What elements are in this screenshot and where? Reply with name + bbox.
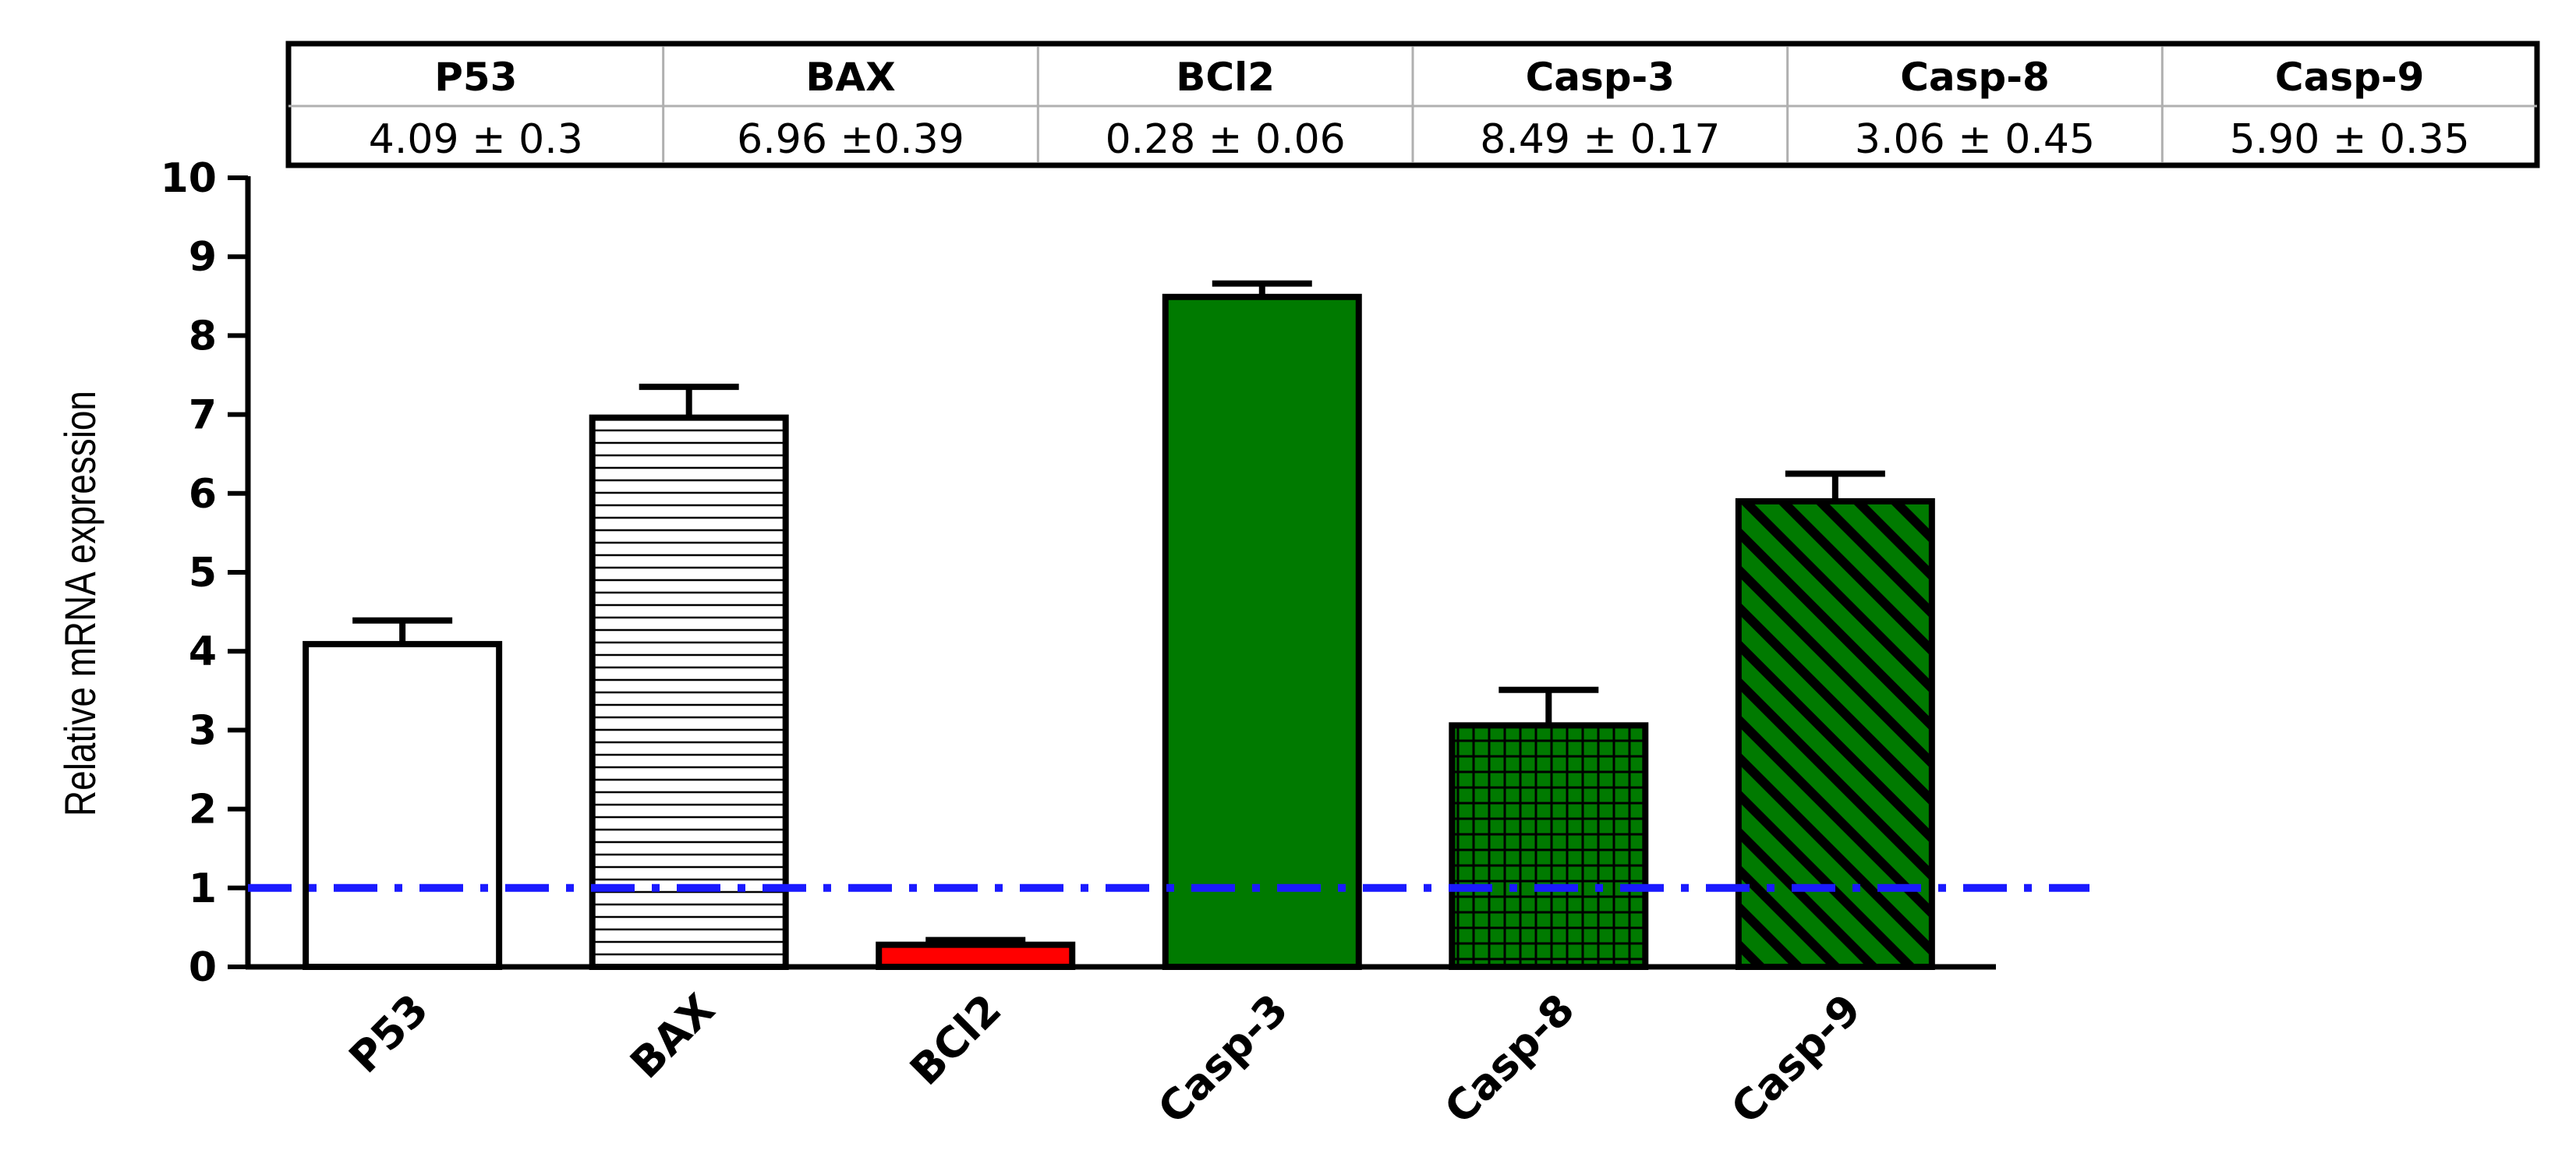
x-category-label: P53	[340, 985, 438, 1083]
bar-casp-9	[1735, 497, 1935, 970]
table-value-cell: 8.49 ± 0.17	[1480, 116, 1720, 163]
table-value-cell: 6.96 ±0.39	[737, 116, 964, 163]
y-tick-label: 10	[161, 155, 217, 202]
table-header-cell: Casp-8	[1900, 55, 2050, 100]
y-tick-label: 3	[189, 707, 217, 754]
bar-casp-8	[1449, 722, 1649, 970]
x-category-label: BAX	[621, 985, 724, 1089]
summary-table: P53 BAX BCl2 Casp-3 Casp-8 Casp-9 4.09 ± 0.3 6.…	[285, 41, 2540, 168]
table-header-cell: Casp-3	[1526, 55, 1675, 100]
table-value-cell: 5.90 ± 0.35	[2230, 116, 2470, 163]
bar-p53	[303, 641, 503, 970]
x-category-label: Casp-8	[1435, 985, 1584, 1134]
table-value-cell: 3.06 ± 0.45	[1855, 116, 2095, 163]
x-category-label: Casp-9	[1721, 985, 1870, 1134]
table-header-cell: P53	[434, 55, 517, 100]
table-value-cell: 4.09 ± 0.3	[369, 116, 583, 163]
y-tick-label: 4	[189, 628, 217, 675]
x-category-label: BCl2	[901, 985, 1010, 1095]
table-header-cell: Casp-9	[2275, 55, 2425, 100]
y-tick-label: 7	[189, 392, 217, 439]
y-tick-label: 2	[189, 787, 217, 834]
y-tick-label: 0	[189, 944, 217, 991]
table-value-cell: 0.28 ± 0.06	[1106, 116, 1346, 163]
y-tick-label: 1	[189, 866, 217, 912]
bar-bax	[589, 414, 789, 970]
axes: 0 1 2 3 4 5 6 7 8 9 10 Relative mRNA expression	[56, 155, 1996, 991]
y-tick-label: 8	[189, 313, 217, 359]
y-axis-title: Relative mRNA expression	[56, 391, 104, 816]
table-header-cell: BCl2	[1176, 55, 1275, 100]
x-category-label: Casp-3	[1148, 985, 1297, 1134]
category-labels: P53 BAX BCl2 Casp-3 Casp-8 Casp-9	[340, 985, 1870, 1134]
bar-bcl2	[876, 941, 1076, 970]
y-tick-label: 6	[189, 471, 217, 518]
table-header-cell: BAX	[805, 55, 895, 100]
y-tick-label: 5	[189, 550, 217, 596]
bar-casp-3	[1162, 293, 1362, 970]
y-tick-label: 9	[189, 234, 217, 281]
bars	[303, 280, 1935, 970]
